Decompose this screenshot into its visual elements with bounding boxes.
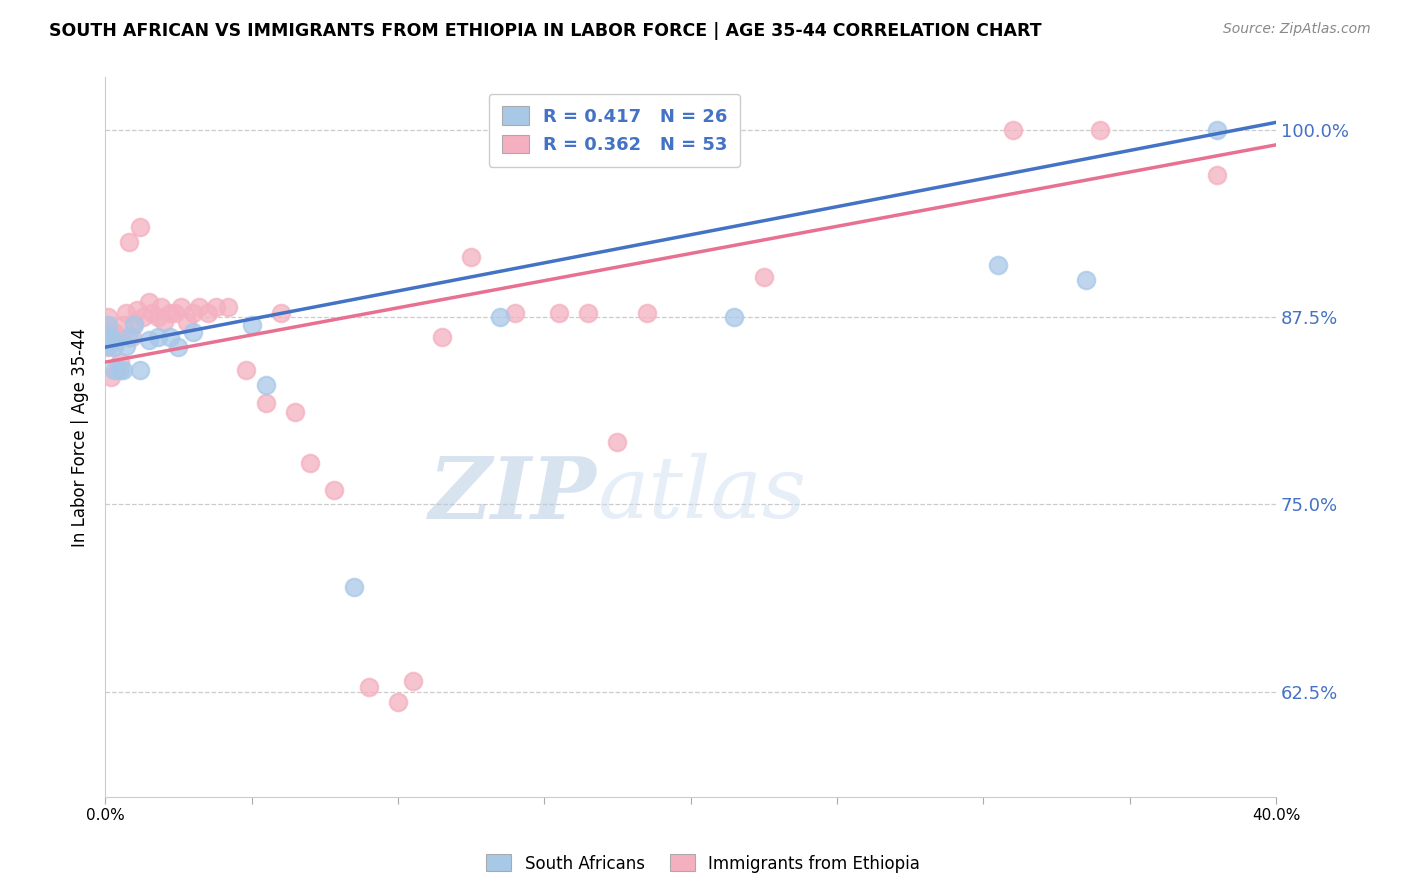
Point (235, 362, 257, 376)
Point (181, 325, 204, 339)
Point (132, 310, 155, 325)
Point (100, 329, 122, 343)
Point (284, 404, 307, 418)
Point (270, 306, 292, 320)
Point (1001, 123, 1024, 137)
Point (387, 695, 409, 709)
Point (159, 329, 181, 343)
Point (117, 329, 139, 343)
Point (167, 340, 190, 354)
Point (138, 333, 160, 347)
Point (1206, 168, 1229, 182)
Point (343, 580, 366, 594)
Point (97, 329, 120, 343)
Point (1090, 123, 1112, 137)
Point (97, 329, 120, 343)
Point (159, 306, 181, 320)
Point (114, 339, 136, 353)
Point (187, 300, 209, 314)
Point (97, 310, 120, 325)
Point (117, 235, 139, 250)
Text: Source: ZipAtlas.com: Source: ZipAtlas.com (1223, 22, 1371, 37)
Point (146, 329, 169, 343)
Point (254, 395, 277, 409)
Text: ZIP: ZIP (429, 453, 598, 536)
Point (103, 362, 125, 376)
Point (100, 333, 122, 347)
Point (111, 318, 134, 332)
Text: atlas: atlas (598, 453, 806, 536)
Point (103, 340, 125, 354)
Point (547, 306, 569, 320)
Point (97, 318, 120, 332)
Point (254, 377, 277, 392)
Point (987, 258, 1010, 272)
Point (240, 318, 263, 332)
Point (176, 315, 198, 329)
Point (114, 306, 136, 320)
Point (121, 329, 143, 343)
Point (108, 329, 131, 343)
Point (430, 329, 453, 343)
Point (124, 318, 146, 332)
Point (1074, 273, 1097, 287)
Point (576, 306, 599, 320)
Point (124, 315, 146, 329)
Legend: South Africans, Immigrants from Ethiopia: South Africans, Immigrants from Ethiopia (479, 847, 927, 880)
Point (103, 329, 125, 343)
Point (636, 306, 658, 320)
Text: SOUTH AFRICAN VS IMMIGRANTS FROM ETHIOPIA IN LABOR FORCE | AGE 35-44 CORRELATION: SOUTH AFRICAN VS IMMIGRANTS FROM ETHIOPI… (49, 22, 1042, 40)
Legend: R = 0.417   N = 26, R = 0.362   N = 53: R = 0.417 N = 26, R = 0.362 N = 53 (489, 94, 740, 167)
Point (100, 333, 122, 347)
Point (752, 269, 775, 284)
Point (97, 340, 120, 354)
Point (1206, 123, 1229, 137)
Point (197, 306, 219, 320)
Point (322, 483, 344, 497)
Point (146, 310, 169, 325)
Point (108, 355, 131, 369)
Point (606, 434, 628, 449)
Point (149, 300, 172, 314)
Point (401, 674, 423, 689)
Point (138, 295, 160, 310)
Point (460, 250, 482, 264)
Point (205, 300, 228, 314)
Point (141, 306, 163, 320)
Point (299, 456, 322, 470)
Point (111, 362, 134, 376)
Point (723, 310, 745, 325)
Point (97, 339, 120, 353)
Point (127, 302, 149, 317)
Point (357, 681, 380, 695)
Point (108, 362, 131, 376)
Y-axis label: In Labor Force | Age 35-44: In Labor Force | Age 35-44 (72, 327, 89, 547)
Point (105, 362, 128, 376)
Point (100, 370, 122, 384)
Point (129, 362, 152, 376)
Point (165, 306, 187, 320)
Point (97, 320, 120, 334)
Point (170, 300, 193, 314)
Point (181, 306, 204, 320)
Point (503, 306, 526, 320)
Point (129, 220, 152, 235)
Point (152, 315, 174, 329)
Point (489, 310, 512, 325)
Point (217, 300, 239, 314)
Point (103, 325, 125, 339)
